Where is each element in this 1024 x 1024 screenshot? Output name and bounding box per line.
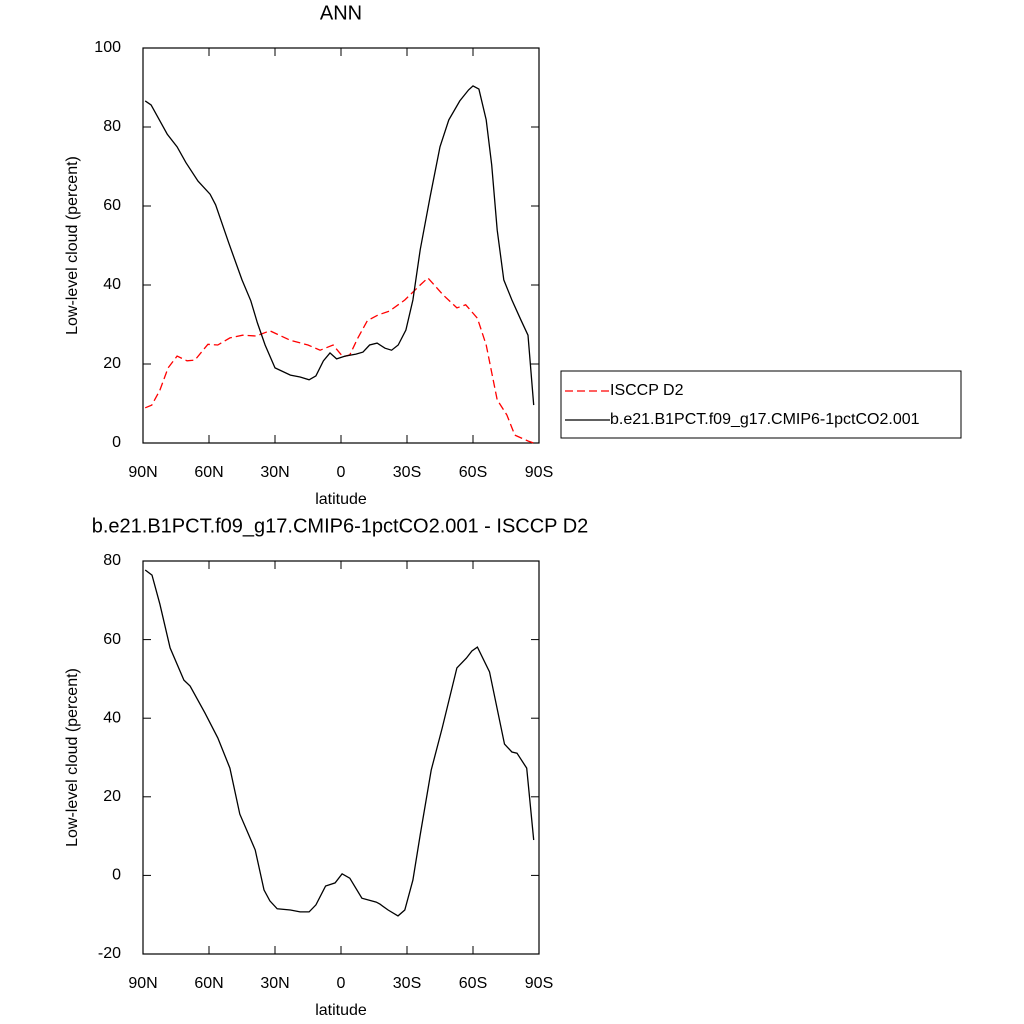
data-line <box>144 569 535 917</box>
y-tick-label: 0 <box>112 434 121 451</box>
legend-box <box>560 370 962 439</box>
y-tick-label: 80 <box>103 552 121 569</box>
x-tick-label: 30S <box>393 975 421 992</box>
y-axis-label: Low-level cloud (percent) <box>64 156 81 335</box>
y-tick-label: 40 <box>103 276 121 293</box>
plot-frame <box>142 560 540 955</box>
x-tick-label: 0 <box>337 975 346 992</box>
data-line <box>144 276 534 444</box>
y-tick-label: 0 <box>112 867 121 884</box>
legend-label: ISCCP D2 <box>610 382 684 399</box>
x-tick-label: 60S <box>459 975 487 992</box>
y-tick-label: 60 <box>103 197 121 214</box>
x-tick-label: 30N <box>260 464 289 481</box>
plot-frame <box>142 47 540 444</box>
x-tick-label: 30N <box>260 975 289 992</box>
chart-title: b.e21.B1PCT.f09_g17.CMIP6-1pctCO2.001 - … <box>92 515 589 537</box>
y-tick-label: -20 <box>98 945 121 962</box>
x-tick-label: 90S <box>525 464 553 481</box>
y-axis-label: Low-level cloud (percent) <box>64 668 81 847</box>
x-tick-label: 90N <box>128 464 157 481</box>
y-tick-label: 40 <box>103 709 121 726</box>
x-tick-label: 90N <box>128 975 157 992</box>
x-tick-label: 60N <box>194 975 223 992</box>
x-tick-label: 30S <box>393 464 421 481</box>
legend-label: b.e21.B1PCT.f09_g17.CMIP6-1pctCO2.001 <box>610 411 920 428</box>
x-axis-label: latitude <box>315 491 367 508</box>
y-tick-label: 100 <box>94 39 121 56</box>
y-tick-label: 80 <box>103 118 121 135</box>
x-tick-label: 90S <box>525 975 553 992</box>
x-tick-label: 60N <box>194 464 223 481</box>
chart-title: ANN <box>320 2 362 24</box>
x-axis-label: latitude <box>315 1002 367 1019</box>
y-tick-label: 60 <box>103 631 121 648</box>
x-tick-label: 0 <box>337 464 346 481</box>
y-tick-label: 20 <box>103 788 121 805</box>
x-tick-label: 60S <box>459 464 487 481</box>
y-tick-label: 20 <box>103 355 121 372</box>
data-line <box>144 85 535 406</box>
